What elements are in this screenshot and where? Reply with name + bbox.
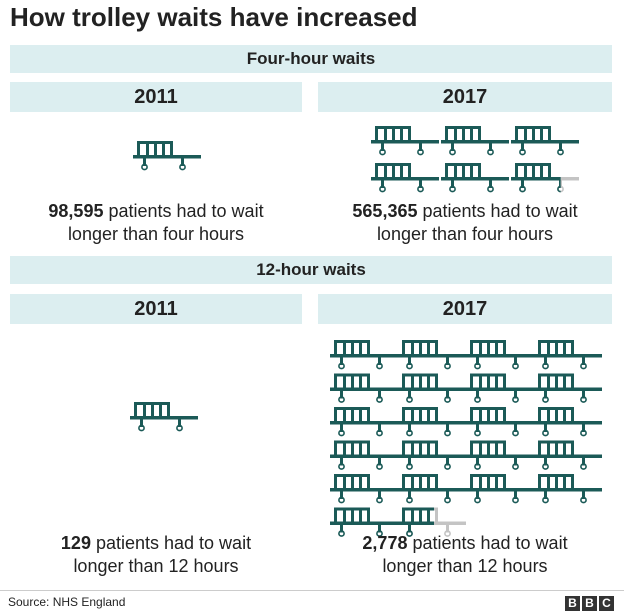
trolley-icon: [371, 163, 439, 193]
trolley-icon: [466, 474, 534, 504]
trolley-partial-icon: [511, 163, 579, 193]
trolley-icon: [534, 407, 602, 437]
trolley-icons-2011-12-hour: [130, 402, 198, 432]
logo-letter: C: [599, 596, 614, 611]
year-label-2017-four-hour: 2017: [318, 82, 612, 112]
value-2011-12-hour: 129: [60, 533, 91, 553]
caption-line2: longer than four hours: [376, 224, 554, 244]
caption-2011-12-hour: 129 patients had to wait longer than 12 …: [10, 532, 302, 578]
year-label-2011-12-hour: 2011: [10, 294, 302, 324]
trolley-icon: [398, 474, 466, 504]
trolley-icon: [466, 373, 534, 403]
value-2011-four-hour: 98,595: [48, 201, 104, 221]
trolley-icon: [330, 407, 398, 437]
section-heading-12-hour: 12-hour waits: [10, 256, 612, 284]
trolley-icon: [130, 402, 198, 432]
caption-line2: longer than four hours: [67, 224, 245, 244]
trolley-icon: [534, 440, 602, 470]
trolley-icon: [534, 340, 602, 370]
value-2017-four-hour: 565,365: [352, 201, 418, 221]
caption-line2: longer than 12 hours: [73, 556, 239, 576]
trolley-icon: [133, 141, 201, 171]
trolley-icon: [330, 373, 398, 403]
value-2017-12-hour: 2,778: [362, 533, 408, 553]
trolley-icon: [330, 474, 398, 504]
trolley-icon: [511, 126, 579, 156]
trolley-icon: [330, 507, 398, 537]
caption-text: patients had to wait: [90, 533, 252, 553]
trolley-icon: [398, 373, 466, 403]
trolley-icons-2011-four-hour: [133, 141, 201, 171]
trolley-icon: [534, 474, 602, 504]
trolley-icon: [466, 340, 534, 370]
bbc-logo: B B C: [565, 596, 614, 611]
trolley-icons-2017-12-hour: [330, 340, 602, 537]
trolley-icon: [441, 126, 509, 156]
trolley-icon: [534, 373, 602, 403]
caption-2017-12-hour: 2,778 patients had to wait longer than 1…: [318, 532, 612, 578]
trolley-icon: [371, 126, 439, 156]
trolley-icon: [398, 340, 466, 370]
trolley-icon: [330, 340, 398, 370]
caption-text: patients had to wait: [417, 201, 578, 221]
year-label-2017-12-hour: 2017: [318, 294, 612, 324]
caption-2011-four-hour: 98,595 patients had to wait longer than …: [10, 200, 302, 246]
caption-text: patients had to wait: [103, 201, 264, 221]
trolley-icon: [398, 407, 466, 437]
footer-divider: [0, 590, 624, 591]
logo-letter: B: [565, 596, 580, 611]
source-note: Source: NHS England: [8, 595, 126, 609]
trolley-partial-icon: [398, 507, 466, 537]
trolley-icon: [466, 407, 534, 437]
caption-text: patients had to wait: [407, 533, 568, 553]
trolley-icon: [330, 440, 398, 470]
chart-title: How trolley waits have increased: [10, 2, 418, 32]
trolley-icon: [441, 163, 509, 193]
trolley-icons-2017-four-hour: [371, 126, 579, 193]
year-label-2011-four-hour: 2011: [10, 82, 302, 112]
logo-letter: B: [582, 596, 597, 611]
section-heading-four-hour: Four-hour waits: [10, 45, 612, 73]
caption-line2: longer than 12 hours: [382, 556, 548, 576]
trolley-icon: [398, 440, 466, 470]
trolley-icon: [466, 440, 534, 470]
caption-2017-four-hour: 565,365 patients had to wait longer than…: [318, 200, 612, 246]
